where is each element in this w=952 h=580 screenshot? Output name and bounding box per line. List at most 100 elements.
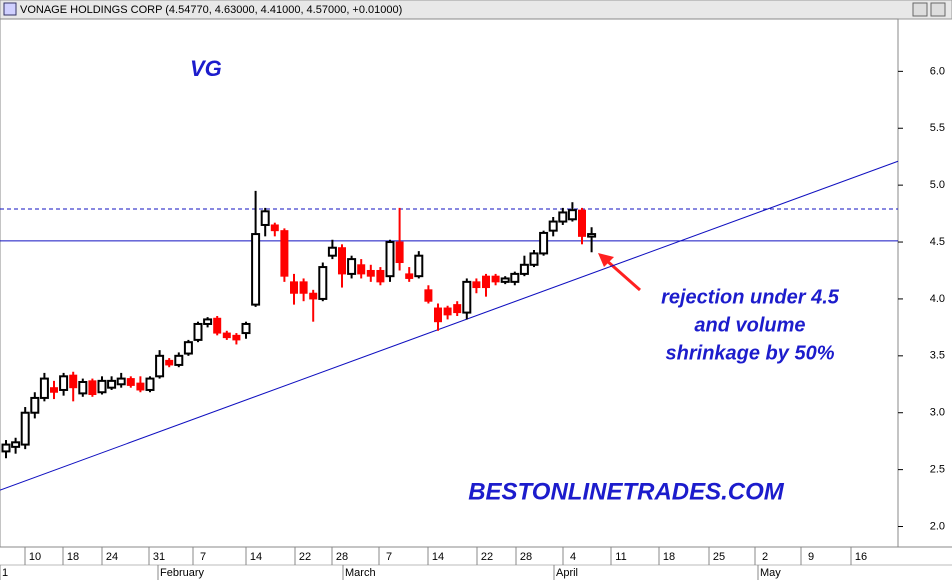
candle-body	[462, 280, 472, 314]
candle-body	[385, 241, 395, 278]
candle-body	[1, 443, 11, 453]
x-tick-label: 24	[106, 551, 118, 563]
candle-body	[366, 269, 375, 277]
candle-body	[338, 247, 346, 275]
x-tick-label: 9	[808, 551, 814, 563]
candle-body	[578, 209, 586, 237]
trendline	[0, 160, 899, 491]
y-tick-label: 6.0	[930, 65, 945, 77]
candle-body	[165, 359, 174, 366]
candle-body	[39, 377, 49, 399]
candle-body	[174, 354, 184, 366]
candle-body	[270, 224, 279, 232]
x-tick-label: 18	[67, 551, 79, 563]
y-tick-label: 4.0	[930, 293, 945, 305]
x-tick-label: 14	[250, 551, 262, 563]
candle-body	[88, 380, 97, 396]
annotation: rejection under 4.5	[661, 286, 840, 308]
x-tick-label: 14	[432, 551, 444, 563]
candle-body	[69, 374, 78, 389]
x-tick-label: 2	[762, 551, 768, 563]
y-tick-label: 5.0	[930, 179, 945, 191]
candle-body	[50, 387, 58, 393]
restore-button[interactable]	[912, 2, 928, 17]
candle-body	[434, 307, 442, 323]
month-label: 1	[2, 567, 8, 579]
candle-body	[519, 263, 529, 275]
chart-title: VONAGE HOLDINGS CORP (4.54770, 4.63000, …	[20, 4, 402, 16]
window-icon	[3, 2, 17, 16]
candle-body	[548, 220, 558, 232]
arrow-head	[598, 253, 614, 267]
candle-body	[232, 334, 241, 341]
x-tick-label: 7	[200, 551, 206, 563]
candle-body	[280, 230, 289, 277]
candle-body	[529, 252, 539, 266]
x-tick-label: 16	[855, 551, 867, 563]
candle-body	[558, 211, 568, 223]
candle-body	[318, 266, 328, 300]
candle-body	[260, 210, 270, 226]
y-tick-label: 5.5	[930, 122, 945, 134]
x-tick-label: 28	[336, 551, 348, 563]
close-button[interactable]	[930, 2, 946, 17]
y-tick-label: 2.0	[930, 520, 945, 532]
candle-body	[213, 317, 222, 334]
candle-body	[414, 254, 424, 278]
candle-body	[327, 246, 337, 257]
candle-body	[183, 341, 193, 355]
candle-body	[59, 375, 69, 391]
candle-body	[116, 377, 126, 386]
candle-body	[78, 381, 88, 395]
candle-body	[347, 258, 357, 275]
candle-body	[424, 289, 433, 302]
x-tick-label: 22	[299, 551, 311, 563]
candle-body	[126, 378, 135, 386]
x-tick-label: 4	[570, 551, 576, 563]
arrow-shaft	[605, 258, 641, 292]
month-label: February	[160, 567, 205, 579]
month-label: April	[556, 567, 578, 579]
candle-body	[376, 269, 385, 283]
candle-body	[453, 304, 462, 314]
candle-body	[500, 277, 510, 283]
y-tick-label: 2.5	[930, 464, 945, 476]
candle-body	[405, 273, 414, 279]
candle-body	[97, 379, 107, 394]
candle-body	[290, 281, 298, 294]
candle-body	[309, 292, 318, 300]
x-tick-label: 18	[663, 551, 675, 563]
candle-body	[587, 233, 597, 238]
x-tick-label: 11	[615, 551, 626, 563]
x-tick-label: 7	[386, 551, 392, 563]
candle-body	[203, 318, 213, 325]
watermark: BESTONLINETRADES.COM	[468, 478, 785, 505]
y-tick-label: 4.5	[930, 236, 945, 248]
month-label: May	[760, 567, 781, 579]
annotation: and volume	[694, 314, 805, 336]
candle-body	[539, 231, 549, 255]
candle-body	[155, 354, 165, 378]
symbol-label: VG	[190, 56, 222, 81]
candle-body	[107, 379, 117, 389]
candle-body	[241, 322, 251, 335]
candle-body	[472, 281, 481, 289]
y-tick-label: 3.5	[930, 350, 945, 362]
candle-body	[510, 272, 520, 283]
candle-body	[30, 396, 40, 414]
candle-body	[482, 275, 490, 289]
candle-body	[145, 377, 155, 391]
x-tick-label: 10	[29, 551, 41, 563]
month-label: March	[345, 567, 376, 579]
candle-body	[443, 307, 452, 316]
candle-body	[299, 281, 308, 294]
candle-body	[193, 322, 203, 341]
x-tick-label: 25	[713, 551, 725, 563]
candle-body	[11, 441, 21, 448]
candle-body	[567, 209, 577, 221]
candle-body	[251, 233, 261, 306]
candle-body	[395, 241, 404, 264]
plot-area	[0, 18, 899, 548]
x-tick-label: 22	[481, 551, 493, 563]
